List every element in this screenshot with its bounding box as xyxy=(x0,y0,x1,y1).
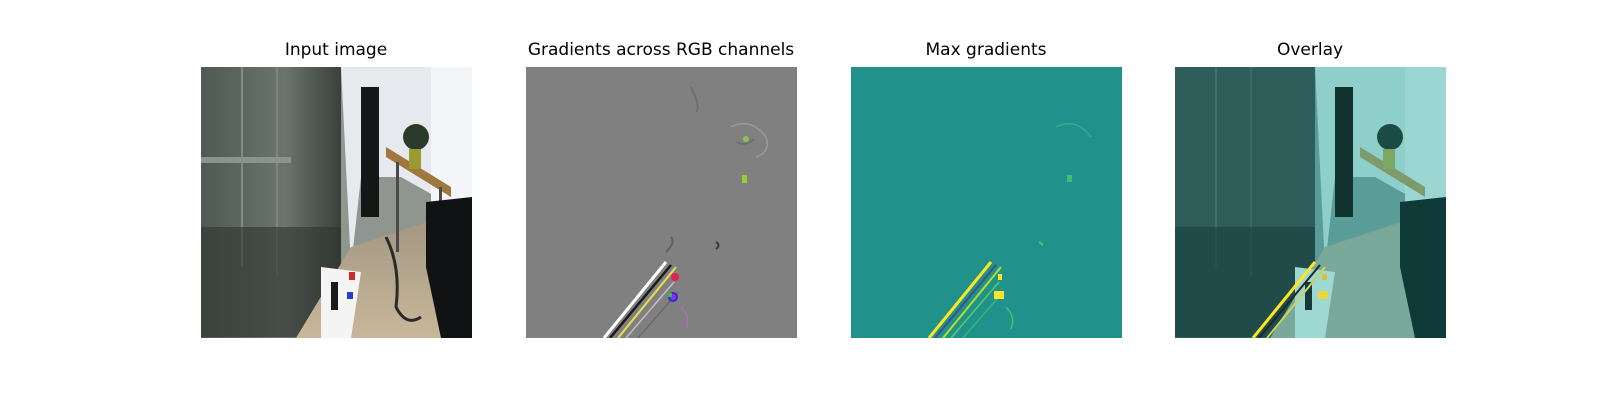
overlay-image xyxy=(1175,67,1446,338)
input-image xyxy=(201,67,472,338)
panel-title-gradients: Gradients across RGB channels xyxy=(527,40,795,60)
panel-title-input: Input image xyxy=(284,40,388,60)
max-gradients-image xyxy=(851,67,1122,338)
panel-title-max-gradients: Max gradients xyxy=(925,40,1047,60)
panel-title-overlay: Overlay xyxy=(1276,40,1344,60)
gradients-rgb-image xyxy=(526,67,797,338)
